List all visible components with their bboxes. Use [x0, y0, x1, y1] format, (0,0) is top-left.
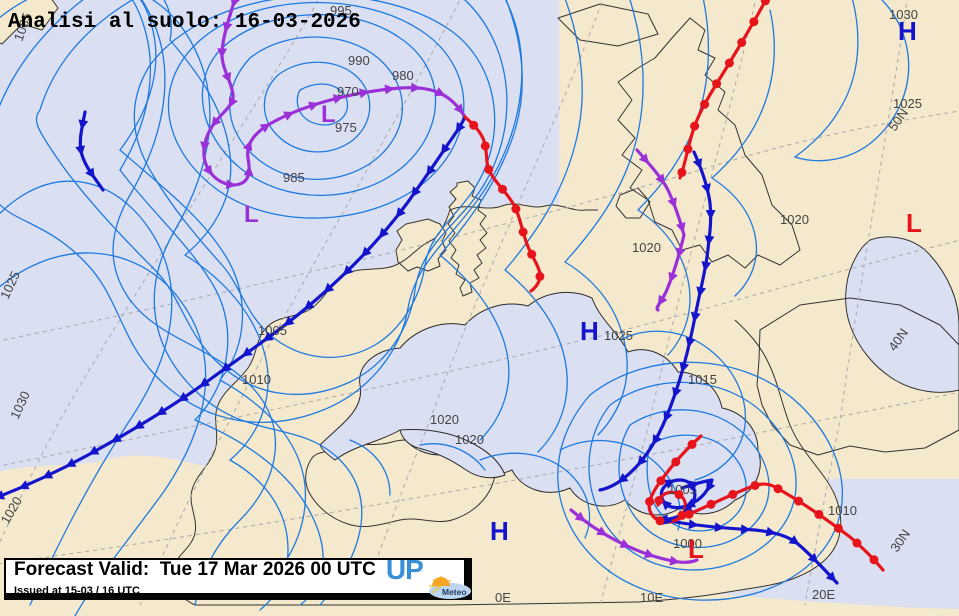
svg-text:Analisi al suolo: 16-03-2026: Analisi al suolo: 16-03-2026 — [8, 11, 361, 34]
svg-text:1025: 1025 — [604, 328, 633, 343]
svg-text:1020: 1020 — [430, 412, 459, 427]
svg-text:10E: 10E — [640, 590, 663, 605]
svg-text:L: L — [906, 208, 922, 238]
svg-text:H: H — [490, 516, 509, 546]
svg-text:L: L — [321, 101, 336, 128]
svg-text:H: H — [580, 316, 599, 346]
svg-text:980: 980 — [392, 68, 414, 83]
svg-text:L: L — [244, 201, 259, 228]
svg-text:L: L — [688, 534, 704, 564]
svg-text:20E: 20E — [812, 587, 835, 602]
svg-text:1015: 1015 — [688, 372, 717, 387]
svg-text:Meteo: Meteo — [442, 587, 467, 597]
svg-text:0E: 0E — [495, 590, 511, 605]
svg-text:1020: 1020 — [632, 240, 661, 255]
svg-text:975: 975 — [335, 120, 357, 135]
svg-text:990: 990 — [348, 53, 370, 68]
svg-text:1020: 1020 — [780, 212, 809, 227]
svg-text:1005: 1005 — [258, 323, 287, 338]
svg-text:1020: 1020 — [455, 432, 484, 447]
svg-text:985: 985 — [283, 170, 305, 185]
svg-text:H: H — [898, 16, 917, 46]
svg-text:1010: 1010 — [828, 503, 857, 518]
svg-text:1010: 1010 — [242, 372, 271, 387]
